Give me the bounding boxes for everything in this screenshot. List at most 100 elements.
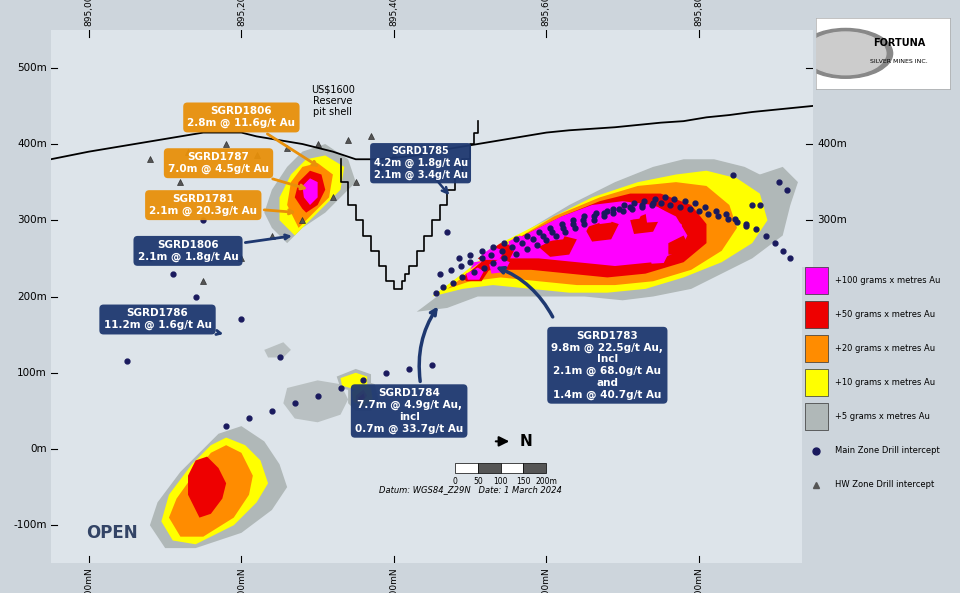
Polygon shape — [569, 216, 592, 233]
Bar — [478, 464, 500, 473]
Polygon shape — [302, 178, 318, 205]
Polygon shape — [295, 171, 325, 213]
Text: 895,800mN: 895,800mN — [694, 567, 704, 593]
Polygon shape — [649, 249, 668, 264]
Text: FORTUNA: FORTUNA — [874, 38, 925, 47]
Text: 300m: 300m — [817, 215, 847, 225]
Text: 895,200mN: 895,200mN — [237, 567, 246, 593]
Text: 100: 100 — [493, 477, 508, 486]
Text: SGRD1781
2.1m @ 20.3g/t Au: SGRD1781 2.1m @ 20.3g/t Au — [149, 194, 293, 216]
Polygon shape — [169, 445, 252, 537]
Polygon shape — [601, 249, 621, 263]
Polygon shape — [161, 438, 268, 544]
Text: 895,000mN: 895,000mN — [84, 567, 93, 593]
Text: SGRD1783
9.8m @ 22.5g/t Au,
Incl
2.1m @ 68.0g/t Au
and
1.4m @ 40.7g/t Au: SGRD1783 9.8m @ 22.5g/t Au, Incl 2.1m @ … — [551, 331, 663, 400]
Polygon shape — [478, 243, 516, 264]
Text: OPEN: OPEN — [86, 524, 137, 542]
Text: 0: 0 — [452, 477, 457, 486]
Text: SGRD1806
2.1m @ 1.8g/t Au: SGRD1806 2.1m @ 1.8g/t Au — [137, 235, 289, 262]
Text: 895,600mN: 895,600mN — [541, 567, 551, 593]
Polygon shape — [188, 457, 227, 518]
Polygon shape — [341, 373, 367, 390]
Polygon shape — [264, 144, 356, 243]
Polygon shape — [623, 205, 644, 220]
Text: SGRD1785
4.2m @ 1.8g/t Au
2.1m @ 3.4g/t Au: SGRD1785 4.2m @ 1.8g/t Au 2.1m @ 3.4g/t … — [373, 146, 468, 180]
Text: +10 grams x metres Au: +10 grams x metres Au — [835, 378, 935, 387]
Polygon shape — [283, 380, 348, 422]
Text: N: N — [519, 434, 533, 449]
Text: HW Zone Drill intercept: HW Zone Drill intercept — [835, 480, 935, 489]
Polygon shape — [463, 266, 490, 281]
Polygon shape — [447, 182, 737, 289]
Polygon shape — [417, 160, 790, 312]
Polygon shape — [337, 369, 371, 392]
Text: +20 grams x metres Au: +20 grams x metres Au — [835, 344, 935, 353]
Polygon shape — [645, 206, 664, 222]
Polygon shape — [264, 342, 291, 358]
Bar — [500, 464, 523, 473]
Bar — [455, 464, 478, 473]
Text: 0m: 0m — [31, 444, 47, 454]
Circle shape — [799, 28, 893, 78]
Text: +50 grams x metres Au: +50 grams x metres Au — [835, 310, 935, 319]
Polygon shape — [664, 220, 682, 235]
Polygon shape — [668, 235, 687, 254]
Polygon shape — [627, 245, 645, 259]
Polygon shape — [585, 220, 619, 241]
Bar — [804, 403, 828, 430]
Text: SGRD1787
7.0m @ 4.5g/t Au: SGRD1787 7.0m @ 4.5g/t Au — [168, 152, 304, 189]
Text: 200m: 200m — [817, 292, 847, 301]
Bar — [804, 267, 828, 294]
Polygon shape — [352, 384, 372, 407]
Polygon shape — [356, 390, 367, 403]
Polygon shape — [630, 213, 660, 234]
Polygon shape — [490, 259, 510, 273]
Text: 895,400mN: 895,400mN — [390, 567, 398, 593]
Polygon shape — [287, 163, 333, 228]
Text: SILVER MINES INC.: SILVER MINES INC. — [871, 59, 928, 65]
Text: 500m: 500m — [17, 63, 47, 73]
Text: SGRD1784
7.7m @ 4.9g/t Au,
incl
0.7m @ 33.7g/t Au: SGRD1784 7.7m @ 4.9g/t Au, incl 0.7m @ 3… — [355, 388, 464, 433]
Polygon shape — [470, 201, 687, 270]
Polygon shape — [358, 393, 365, 401]
Polygon shape — [467, 267, 484, 280]
Polygon shape — [348, 380, 378, 411]
Bar — [804, 335, 828, 362]
Bar — [523, 464, 546, 473]
Text: 0m: 0m — [817, 444, 833, 454]
Polygon shape — [482, 247, 504, 260]
Text: SGRD1806
2.8m @ 11.6g/t Au: SGRD1806 2.8m @ 11.6g/t Au — [187, 106, 317, 165]
Polygon shape — [432, 171, 767, 296]
Text: 200m: 200m — [536, 477, 558, 486]
Text: 895,600mN: 895,600mN — [541, 0, 551, 26]
Text: 100m: 100m — [17, 368, 47, 378]
Text: 895,000mN: 895,000mN — [84, 0, 93, 26]
Bar — [804, 301, 828, 327]
Text: -100m: -100m — [13, 520, 47, 530]
Polygon shape — [279, 155, 345, 235]
Text: 500m: 500m — [817, 63, 847, 73]
Text: 895,800mN: 895,800mN — [694, 0, 704, 26]
Text: 400m: 400m — [817, 139, 847, 149]
Polygon shape — [539, 235, 577, 257]
Polygon shape — [459, 193, 707, 281]
Text: 200m: 200m — [17, 292, 47, 301]
Polygon shape — [737, 167, 798, 213]
Text: 50: 50 — [473, 477, 483, 486]
Text: 300m: 300m — [17, 215, 47, 225]
Text: Datum: WGS84_Z29N   Date: 1 March 2024: Datum: WGS84_Z29N Date: 1 March 2024 — [378, 486, 562, 495]
Text: 895,400mN: 895,400mN — [390, 0, 398, 26]
Text: US$1600
Reserve
pit shell: US$1600 Reserve pit shell — [311, 84, 355, 117]
Text: -100m: -100m — [817, 520, 851, 530]
Text: 100m: 100m — [817, 368, 847, 378]
Text: 895,200mN: 895,200mN — [237, 0, 246, 26]
Text: 400m: 400m — [17, 139, 47, 149]
Text: +100 grams x metres Au: +100 grams x metres Au — [835, 276, 941, 285]
Text: Main Zone Drill intercept: Main Zone Drill intercept — [835, 446, 940, 455]
Text: +5 grams x metres Au: +5 grams x metres Au — [835, 412, 930, 421]
Text: 150: 150 — [516, 477, 531, 486]
Text: SGRD1786
11.2m @ 1.6g/t Au: SGRD1786 11.2m @ 1.6g/t Au — [104, 308, 221, 334]
Circle shape — [805, 32, 886, 75]
Polygon shape — [150, 426, 287, 548]
Polygon shape — [546, 225, 567, 241]
